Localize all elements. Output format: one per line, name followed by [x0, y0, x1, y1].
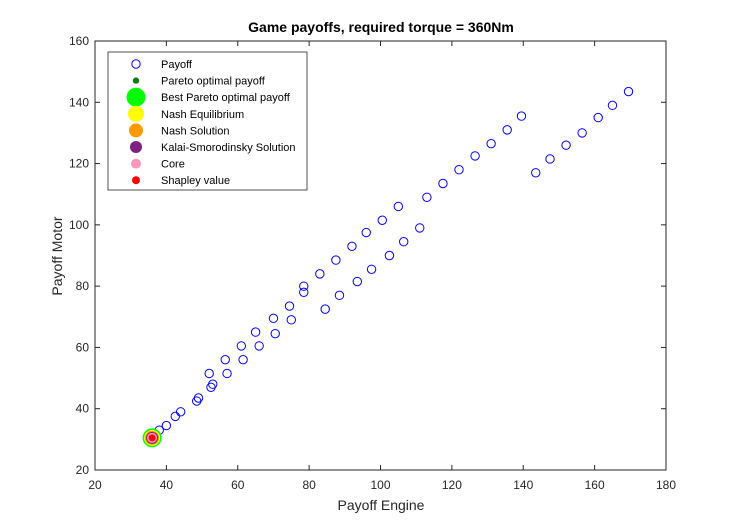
y-tick-label: 80 [76, 279, 90, 293]
legend-marker [129, 123, 143, 138]
legend-entry-label: Best Pareto optimal payoff [161, 92, 291, 104]
x-tick-label: 20 [88, 478, 102, 492]
payoff-point [393, 201, 404, 212]
payoff-point [593, 112, 603, 123]
legend: Payoff Pareto optimal payoff Best Pareto o… [107, 51, 308, 191]
x-tick-label: 60 [231, 478, 245, 492]
payoff-point [577, 128, 587, 138]
payoff-point [238, 354, 248, 365]
payoff-point [331, 255, 341, 265]
y-tick-label: 60 [76, 340, 90, 354]
x-tick-label: 160 [585, 478, 605, 492]
payoff-point [250, 327, 261, 337]
y-axis-label: Payoff Motor [49, 216, 65, 295]
payoff-point [470, 151, 480, 161]
payoff-point [175, 407, 186, 417]
data-marks [142, 86, 634, 448]
legend-entry-label: Kalai-Smorodinsky Solution [161, 142, 296, 154]
legend-marker [130, 141, 142, 153]
payoff-point [220, 354, 230, 365]
payoff-point [204, 368, 214, 379]
payoff-point [415, 223, 425, 233]
y-tick-label: 20 [76, 463, 90, 477]
payoff-point [206, 382, 216, 392]
payoff-point [222, 368, 232, 379]
payoff-point [377, 215, 387, 225]
y-tick-label: 120 [69, 157, 89, 171]
payoff-point [361, 227, 371, 238]
payoff-point [366, 264, 377, 274]
payoff-point [192, 396, 202, 406]
payoff-point [623, 86, 634, 97]
legend-entry-label: Nash Solution [161, 125, 230, 137]
x-tick-label: 120 [442, 478, 462, 492]
payoff-point [193, 393, 204, 403]
payoff-point [454, 165, 464, 175]
x-axis-label: Payoff Engine [338, 497, 425, 513]
payoff-point [516, 111, 527, 121]
legend-marker [131, 59, 141, 69]
y-tick-label: 40 [76, 402, 90, 416]
legend-marker [132, 176, 140, 185]
legend-marker [128, 105, 144, 122]
payoff-point [561, 140, 571, 150]
legend-entry-label: Shapley value [161, 175, 230, 187]
legend-marker [132, 77, 140, 84]
x-tick-label: 140 [513, 478, 533, 492]
legend-box [107, 51, 308, 191]
payoff-point [438, 178, 448, 189]
x-tick-label: 100 [370, 478, 390, 492]
y-tick-label: 160 [69, 34, 89, 48]
payoff-point [320, 304, 330, 314]
axis-ticks: 20 40 60 80 100 120 140 160 180 20 40 60 80 100 120 140… [69, 34, 676, 492]
x-tick-label: 180 [656, 478, 676, 492]
payoff-point [170, 411, 180, 422]
x-tick-label: 80 [302, 478, 316, 492]
payoff-point [315, 269, 325, 279]
legend-entry-label: Pareto optimal payoff [161, 76, 266, 88]
payoff-point [347, 241, 357, 252]
payoff-point [236, 341, 247, 351]
payoff-point [268, 313, 279, 324]
legend-marker [131, 158, 141, 169]
x-tick-label: 40 [160, 478, 174, 492]
y-tick-label: 100 [69, 218, 89, 232]
payoff-point [208, 379, 218, 389]
payoff-point [384, 250, 395, 261]
payoff-point [299, 281, 309, 291]
payoff-point [286, 315, 296, 325]
legend-entry-label: Payoff [161, 59, 193, 71]
payoff-point [422, 192, 432, 202]
legend-entry-label: Core [161, 159, 185, 171]
payoff-point [352, 276, 363, 287]
payoff-point [161, 420, 172, 431]
y-tick-label: 140 [69, 95, 89, 109]
payoff-point [254, 341, 264, 351]
payoff-point [284, 301, 295, 311]
payoff-point [299, 287, 309, 297]
payoff-point [270, 328, 280, 339]
payoff-point [502, 125, 512, 135]
payoff-point [334, 290, 345, 301]
legend-marker [126, 87, 146, 107]
shapley-value-point [148, 434, 156, 442]
payoff-point [607, 100, 618, 111]
payoff-point [531, 168, 541, 178]
chart-title: Game payoffs, required torque = 360Nm [248, 19, 514, 35]
payoff-point [545, 154, 555, 164]
payoff-point [398, 237, 409, 247]
legend-entry-label: Nash Equilibrium [161, 109, 244, 121]
payoff-point [486, 138, 496, 149]
